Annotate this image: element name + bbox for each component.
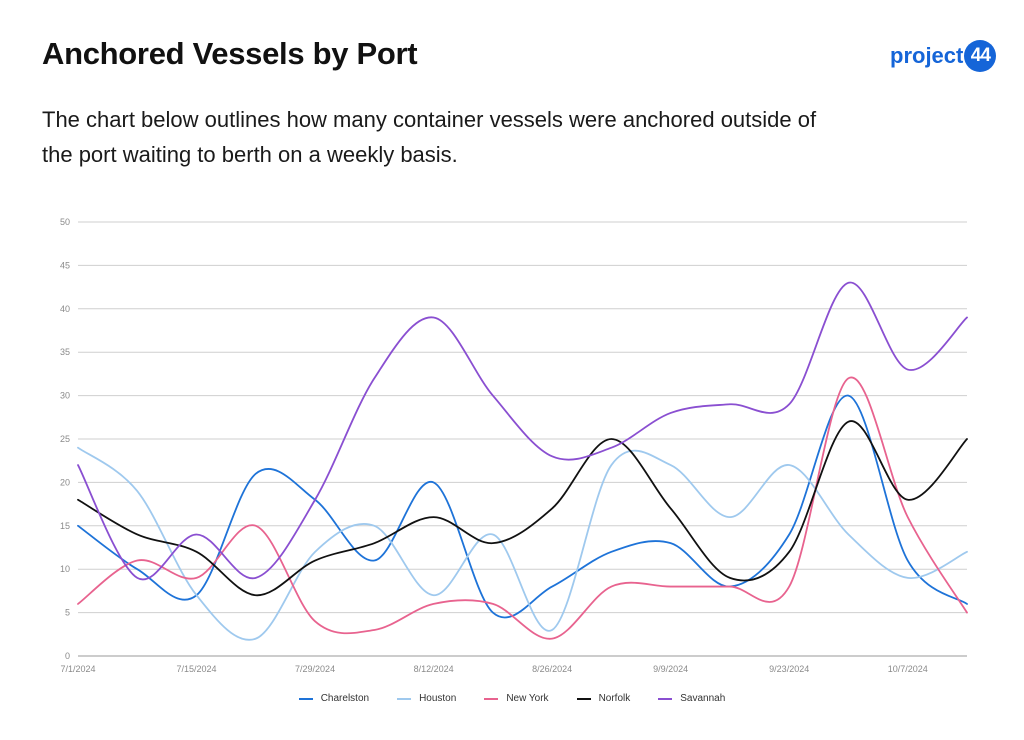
- y-tick-label: 30: [60, 391, 70, 401]
- y-tick-label: 35: [60, 347, 70, 357]
- legend-label: New York: [506, 693, 549, 704]
- series-line-savannah: [77, 281, 968, 581]
- legend-swatch: [397, 697, 412, 700]
- legend-item-charelston: Charelston: [298, 693, 370, 704]
- legend-label: Houston: [419, 693, 457, 704]
- legend-item-new-york: New York: [484, 693, 549, 704]
- y-tick-label: 40: [60, 304, 70, 314]
- page-title: Anchored Vessels by Port: [42, 36, 418, 71]
- legend-label: Savannah: [680, 693, 726, 704]
- x-tick-label: 10/7/2024: [888, 664, 928, 674]
- y-tick-label: 5: [65, 608, 70, 618]
- logo-badge: 44: [964, 40, 997, 72]
- series-line-new-york: [77, 376, 968, 640]
- legend-label: Norfolk: [598, 693, 631, 704]
- legend-swatch: [298, 697, 313, 700]
- legend-item-savannah: Savannah: [658, 693, 725, 704]
- chart-legend: Charelston Houston New York Norfolk Savannah: [0, 693, 1024, 704]
- legend-item-houston: Houston: [397, 693, 456, 704]
- brand-logo: project 44: [890, 40, 997, 72]
- x-tick-label: 7/15/2024: [177, 664, 217, 674]
- y-tick-label: 15: [60, 521, 70, 531]
- y-tick-label: 10: [60, 564, 70, 574]
- series-line-charelston: [77, 394, 968, 619]
- line-chart: 0 5 10 15 20 25 30 35 40 45 50 7/1/2024 7/15/2024 7/2…: [60, 217, 968, 674]
- y-tick-label: 0: [65, 651, 70, 661]
- legend-swatch: [576, 697, 591, 700]
- legend-label: Charelston: [320, 693, 370, 704]
- y-tick-label: 25: [60, 434, 70, 444]
- x-tick-label: 9/23/2024: [769, 664, 809, 674]
- x-tick-label: 7/29/2024: [295, 664, 335, 674]
- legend-item-norfolk: Norfolk: [576, 693, 631, 704]
- y-tick-label: 45: [60, 260, 70, 270]
- y-tick-label: 50: [60, 217, 70, 227]
- series-line-houston: [77, 446, 968, 641]
- series-line-norfolk: [77, 420, 968, 597]
- x-tick-label: 9/9/2024: [653, 664, 688, 674]
- legend-swatch: [484, 697, 499, 700]
- page-subtitle: The chart below outlines how many contai…: [42, 107, 817, 167]
- y-tick-label: 20: [60, 477, 70, 487]
- x-tick-label: 8/26/2024: [532, 664, 572, 674]
- x-tick-label: 7/1/2024: [60, 664, 95, 674]
- logo-text: project: [890, 43, 964, 68]
- x-tick-label: 8/12/2024: [414, 664, 454, 674]
- legend-swatch: [658, 697, 673, 700]
